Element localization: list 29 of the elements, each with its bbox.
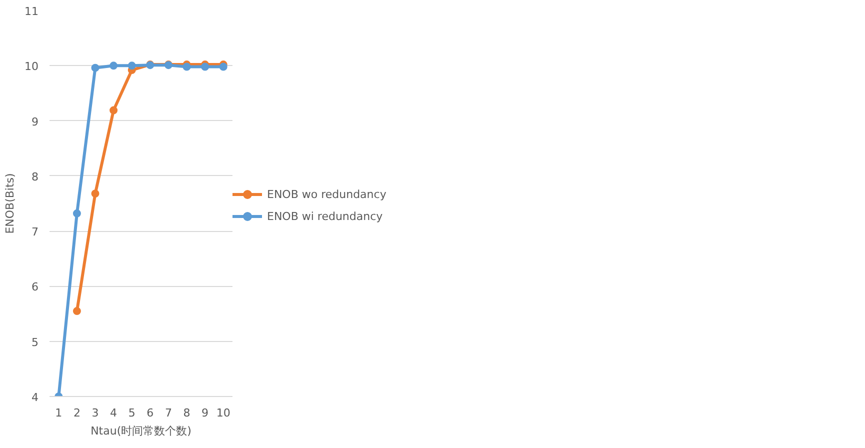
x-tick-label: 1 bbox=[55, 406, 62, 420]
y-tick-label: 8 bbox=[32, 170, 38, 184]
y-tick-label: 7 bbox=[32, 226, 38, 239]
x-tick-label: 10 bbox=[216, 406, 230, 420]
y-axis-title: ENOB(Bits) bbox=[4, 173, 17, 234]
x-tick-label: 8 bbox=[183, 406, 190, 420]
point bbox=[128, 62, 136, 70]
x-axis-title: Ntau(时间常数个数) bbox=[90, 424, 192, 438]
x-tick-label: 7 bbox=[164, 406, 172, 420]
y-tick-label: 4 bbox=[32, 391, 38, 404]
y-tick-label: 5 bbox=[32, 336, 38, 349]
point bbox=[110, 106, 118, 114]
legend-label: ENOB wo redundancy bbox=[267, 188, 386, 200]
x-tick-label: 4 bbox=[110, 406, 118, 420]
point bbox=[110, 62, 118, 70]
y-tick-label: 9 bbox=[32, 115, 38, 128]
y-tick-label: 10 bbox=[24, 60, 39, 74]
x-tick-label: 2 bbox=[73, 406, 80, 420]
x-tick-label: 5 bbox=[128, 406, 136, 420]
x-tick-label: 6 bbox=[146, 406, 154, 420]
point bbox=[91, 64, 100, 72]
point bbox=[91, 190, 100, 198]
legend-label: ENOB wi redundancy bbox=[267, 210, 383, 222]
x-tick-label: 3 bbox=[92, 406, 99, 420]
point bbox=[72, 209, 81, 218]
x-tick-label: 9 bbox=[202, 406, 209, 420]
y-tick-label: 11 bbox=[24, 5, 39, 18]
point bbox=[72, 307, 81, 316]
y-tick-label: 6 bbox=[32, 280, 38, 294]
